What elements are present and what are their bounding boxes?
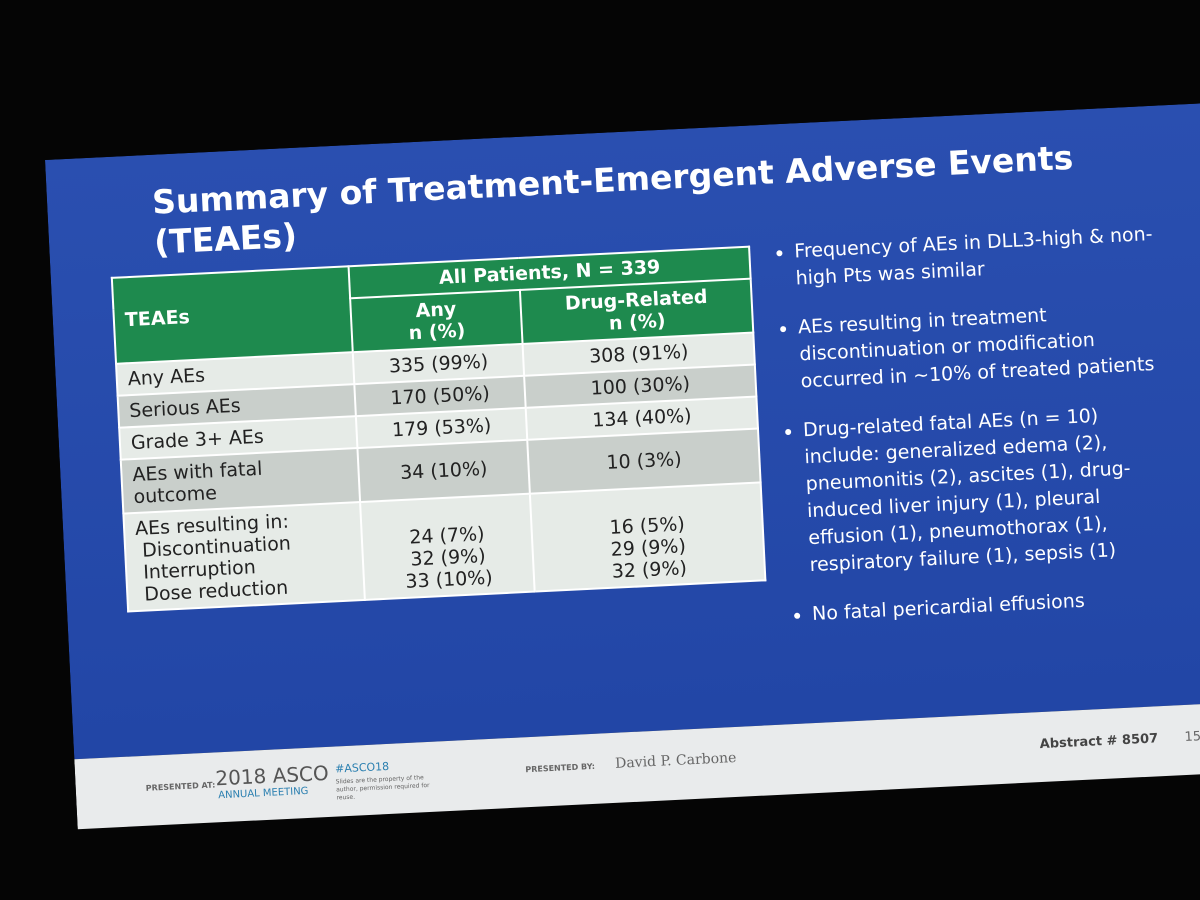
- table-cell: 24 (7%) 32 (9%) 33 (10%): [360, 493, 535, 600]
- row-header: TEAEs: [111, 266, 353, 364]
- footer-label: PRESENTED AT:: [145, 780, 216, 793]
- page-number: 15: [1184, 729, 1200, 746]
- table-cell: AEs resulting in: Discontinuation Interrup…: [123, 502, 365, 612]
- slide: Summary of Treatment-Emergent Adverse Ev…: [45, 99, 1200, 839]
- bullet: Drug-related fatal AEs (n = 10) include:…: [802, 399, 1179, 579]
- footer-label: PRESENTED BY:: [525, 761, 596, 775]
- table-cell: 16 (5%) 29 (9%) 32 (9%): [530, 482, 766, 592]
- column-header: Any n (%): [350, 289, 523, 353]
- hashtag: #ASCO18: [334, 759, 390, 776]
- presenter: David P. Carbone: [614, 749, 737, 772]
- cell-value: 34 (10%): [357, 439, 531, 503]
- notice: Slides are the property of the author, p…: [335, 774, 430, 802]
- abstract-number: Abstract # 8507: [1039, 731, 1159, 753]
- bullet-list: Frequency of AEs in DLL3-high & non-high…: [770, 220, 1184, 651]
- bullet: AEs resulting in treatment discontinuati…: [797, 296, 1171, 395]
- bullet: No fatal pericardial effusions: [811, 583, 1182, 628]
- teae-table: TEAEs All Patients, N = 339 Any n (%) Dru…: [111, 246, 767, 613]
- meeting-year: 2018 ASCO: [214, 760, 330, 791]
